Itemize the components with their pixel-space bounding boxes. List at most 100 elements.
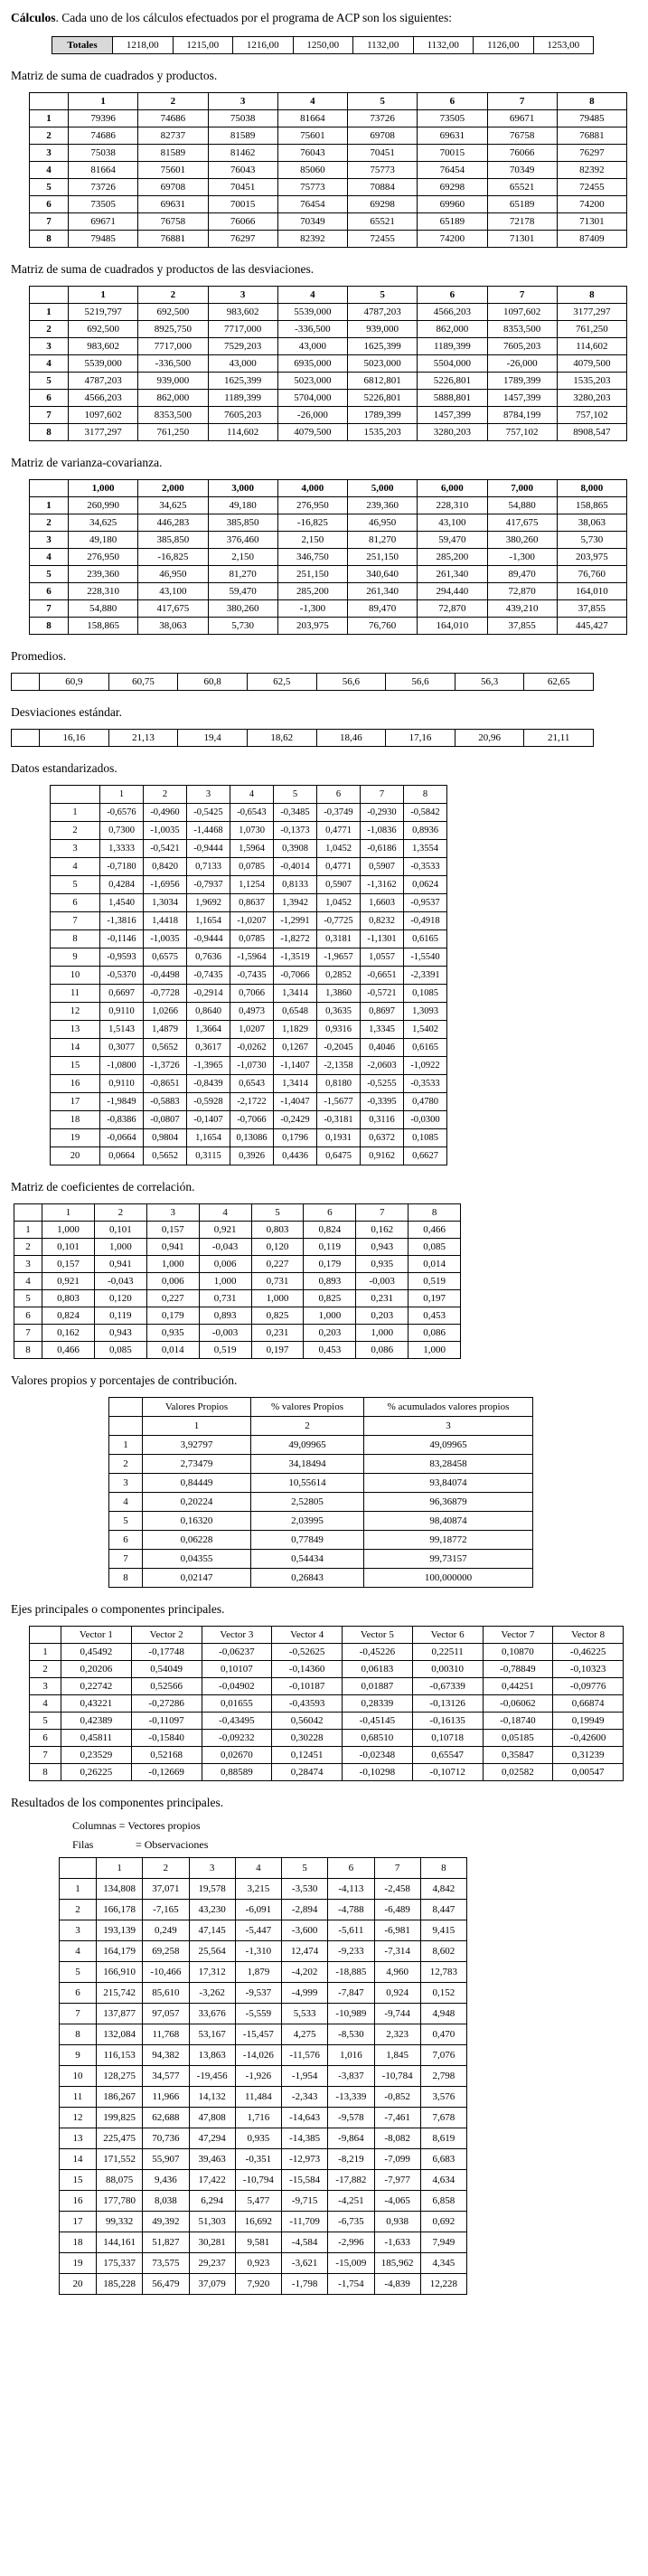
- value-cell: 8,447: [419, 1899, 468, 1920]
- results-note-rows-label: Filas: [72, 1838, 94, 1851]
- header-cell: 8: [50, 929, 100, 948]
- value-cell: 3177,297: [67, 423, 139, 441]
- value-cell: 0,04355: [142, 1549, 251, 1569]
- value-cell: -1,4468: [186, 821, 230, 840]
- value-cell: 8908,547: [556, 423, 628, 441]
- header-cell: 1: [14, 1221, 42, 1239]
- table-row: 14 0,3077 0,5652 0,3617 -0,0262 0,1267 -0,2045…: [50, 1038, 447, 1057]
- value-cell: 71301: [556, 212, 628, 231]
- value-cell: 4566,203: [417, 303, 488, 321]
- value-cell: 1,4540: [99, 893, 144, 912]
- value-cell: 72,870: [486, 582, 558, 600]
- value-cell: 29,237: [188, 2252, 236, 2274]
- value-cell: -0,06237: [201, 1643, 273, 1661]
- value-cell: 82737: [137, 127, 209, 145]
- table-row: 18 144,161 51,827 30,281 9,581 -4,584 -2,996 -1…: [59, 2232, 468, 2253]
- desviaciones-table: 16,16 21,13 19,4 18,62 18,46 17,16 20,96 21,11: [11, 729, 594, 747]
- value-cell: 2,323: [373, 2024, 421, 2045]
- value-cell: 1097,602: [486, 303, 558, 321]
- value-cell: -0,45145: [342, 1712, 413, 1730]
- value-cell: 0,006: [146, 1272, 200, 1290]
- value-cell: 144,161: [95, 2232, 144, 2253]
- value-cell: -15,009: [327, 2252, 375, 2274]
- value-cell: 215,742: [95, 1982, 144, 2004]
- header-cell: 17: [50, 1092, 100, 1111]
- value-cell: 939,000: [346, 320, 418, 338]
- header-cell: 7,000: [486, 479, 558, 497]
- header-cell: [108, 1416, 143, 1436]
- header-cell: 4: [230, 785, 274, 804]
- value-cell: 761,250: [556, 320, 628, 338]
- sum-squares-deviations-table: 1 2 3 4 5 6 7 8 1 5219,797 692,500 983,602 5539,000 4…: [29, 286, 628, 441]
- table-row: 5 166,910 -10,466 17,312 1,879 -4,202 -18,885 4…: [59, 1961, 468, 1983]
- value-cell: 193,139: [95, 1920, 144, 1941]
- value-cell: -14,385: [280, 2128, 329, 2149]
- header-cell: Vector 8: [552, 1626, 624, 1644]
- value-cell: 1,0730: [230, 821, 274, 840]
- value-cell: -0,09776: [552, 1677, 624, 1695]
- table-row: 1 -0,6576 -0,4960 -0,5425 -0,6543 -0,3485 -0,3…: [50, 803, 447, 822]
- value-cell: 0,16320: [142, 1511, 251, 1531]
- value-cell: 16,16: [39, 729, 109, 747]
- value-cell: -0,27286: [130, 1694, 202, 1713]
- value-cell: 1,0557: [360, 948, 404, 967]
- value-cell: 19,4: [177, 729, 248, 747]
- value-cell: -7,099: [373, 2148, 421, 2170]
- value-cell: 1,6603: [360, 893, 404, 912]
- value-cell: 8784,199: [486, 406, 558, 424]
- value-cell: 5023,000: [346, 354, 418, 373]
- value-cell: -0,14360: [271, 1660, 343, 1678]
- value-cell: 4079,500: [277, 423, 349, 441]
- table-row: Totales 1218,00 1215,00 1216,00 1250,00 1132,…: [52, 36, 594, 54]
- table-row: 5 73726 69708 70451 75773 70884 69298 65521 7245…: [29, 178, 628, 196]
- value-cell: 0,30228: [271, 1729, 343, 1747]
- header-cell: 4: [108, 1492, 143, 1512]
- value-cell: 1535,203: [556, 372, 628, 390]
- value-cell: 18,62: [246, 729, 317, 747]
- value-cell: 1,000: [42, 1221, 95, 1239]
- header-cell: 8: [408, 1203, 461, 1222]
- value-cell: 260,990: [67, 496, 139, 514]
- value-cell: -1,798: [280, 2273, 329, 2295]
- header-cell: Vector 4: [271, 1626, 343, 1644]
- value-cell: 0,0785: [230, 929, 274, 948]
- table-row: 2 2,73479 34,18494 83,28458: [108, 1454, 533, 1474]
- header-cell: 4: [234, 1857, 283, 1879]
- value-cell: -1,754: [327, 2273, 375, 2295]
- header-cell: 2: [137, 92, 209, 110]
- value-cell: -0,2930: [360, 803, 404, 822]
- value-cell: 81,270: [207, 565, 278, 583]
- value-cell: 2,150: [277, 531, 349, 549]
- value-cell: 94,382: [142, 2044, 190, 2066]
- header-cell: 2: [29, 514, 69, 532]
- value-cell: 1,000: [355, 1324, 409, 1342]
- value-cell: 8,602: [419, 1940, 468, 1962]
- value-cell: 20,96: [454, 729, 525, 747]
- value-cell: 164,010: [417, 617, 488, 635]
- value-cell: 72455: [346, 230, 418, 248]
- value-cell: 0,56042: [271, 1712, 343, 1730]
- value-cell: 177,780: [95, 2190, 144, 2212]
- value-cell: -1,5540: [403, 948, 447, 967]
- value-cell: 0,1085: [403, 1128, 447, 1147]
- value-cell: 9,436: [142, 2169, 190, 2191]
- value-cell: 65189: [417, 212, 488, 231]
- value-cell: 0,4780: [403, 1092, 447, 1111]
- header-cell: 3: [207, 92, 278, 110]
- value-cell: 37,079: [188, 2273, 236, 2295]
- value-cell: 2,73479: [142, 1454, 251, 1474]
- value-cell: 0,6575: [143, 948, 187, 967]
- value-cell: -26,000: [277, 406, 349, 424]
- value-cell: -1,4047: [273, 1092, 317, 1111]
- table-row: 6 0,824 0,119 0,179 0,893 0,825 1,000 0,203 0,45…: [14, 1307, 461, 1325]
- value-cell: -0,0664: [99, 1128, 144, 1147]
- value-cell: -0,6186: [360, 839, 404, 858]
- value-cell: -0,1146: [99, 929, 144, 948]
- value-cell: 0,54434: [250, 1549, 364, 1569]
- header-cell: 6: [417, 286, 488, 304]
- value-cell: 96,36879: [363, 1492, 533, 1512]
- value-cell: -9,864: [327, 2128, 375, 2149]
- value-cell: 74200: [417, 230, 488, 248]
- value-cell: 0,9316: [316, 1020, 361, 1039]
- value-cell: -0,43495: [201, 1712, 273, 1730]
